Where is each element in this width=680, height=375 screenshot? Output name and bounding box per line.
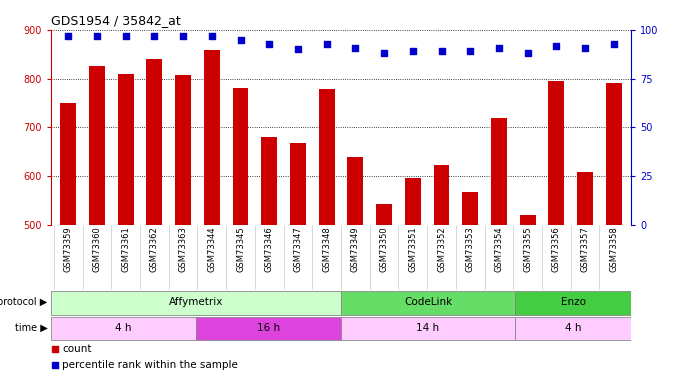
Point [407, 48, 418, 54]
Point [235, 37, 246, 43]
Text: GSM73350: GSM73350 [379, 226, 388, 272]
Text: protocol ▶: protocol ▶ [0, 297, 48, 307]
Bar [290, 143, 306, 225]
Bar [515, 291, 631, 315]
Text: GSM73345: GSM73345 [236, 226, 245, 272]
Point [292, 46, 303, 53]
Point [177, 33, 188, 39]
Text: GSM73351: GSM73351 [408, 226, 418, 272]
Text: 4 h: 4 h [565, 323, 581, 333]
Text: GSM73347: GSM73347 [294, 226, 303, 272]
Bar [319, 89, 335, 225]
Text: GSM73358: GSM73358 [609, 226, 618, 272]
Text: GDS1954 / 35842_at: GDS1954 / 35842_at [51, 15, 181, 27]
Bar [606, 82, 622, 225]
Bar [376, 204, 392, 225]
Text: GSM73354: GSM73354 [494, 226, 503, 272]
Text: GSM73352: GSM73352 [437, 226, 446, 272]
Point [609, 40, 619, 46]
Point [258, 137, 269, 143]
Point [92, 33, 103, 39]
Bar [175, 75, 191, 225]
Text: GSM73349: GSM73349 [351, 226, 360, 272]
Text: GSM73353: GSM73353 [466, 226, 475, 272]
Text: 16 h: 16 h [257, 323, 280, 333]
Bar [61, 103, 76, 225]
Text: GSM73346: GSM73346 [265, 226, 274, 272]
Text: time ▶: time ▶ [15, 323, 48, 333]
Point [264, 40, 275, 46]
Point [350, 45, 361, 51]
Point [258, 282, 269, 288]
Point [63, 33, 73, 39]
Point [321, 40, 332, 46]
Text: GSM73357: GSM73357 [581, 226, 590, 272]
Bar [146, 59, 163, 225]
Text: Affymetrix: Affymetrix [169, 297, 223, 307]
Text: GSM73360: GSM73360 [92, 226, 101, 272]
Bar [520, 215, 536, 225]
Bar [204, 50, 220, 225]
Text: GSM73363: GSM73363 [179, 226, 188, 273]
Bar [196, 317, 341, 340]
Bar [577, 172, 593, 225]
Point [551, 43, 562, 49]
Text: Enzo: Enzo [560, 297, 585, 307]
Text: CodeLink: CodeLink [404, 297, 452, 307]
Bar [51, 317, 196, 340]
Text: GSM73348: GSM73348 [322, 226, 331, 272]
Bar [434, 165, 449, 225]
Point [379, 50, 390, 56]
Text: GSM73344: GSM73344 [207, 226, 216, 272]
Point [579, 45, 590, 51]
Text: count: count [62, 344, 92, 354]
Bar [491, 118, 507, 225]
Point [120, 33, 131, 39]
Text: GSM73362: GSM73362 [150, 226, 159, 272]
Text: GSM73361: GSM73361 [121, 226, 130, 272]
Point [206, 33, 217, 39]
Text: GSM73359: GSM73359 [64, 226, 73, 272]
Bar [341, 317, 515, 340]
Text: 4 h: 4 h [115, 323, 132, 333]
Bar [515, 317, 631, 340]
Point [465, 48, 476, 54]
Text: GSM73356: GSM73356 [552, 226, 561, 272]
Bar [118, 74, 133, 225]
Text: 14 h: 14 h [416, 323, 439, 333]
Bar [549, 81, 564, 225]
Bar [233, 88, 248, 225]
Point [436, 48, 447, 54]
Bar [405, 178, 421, 225]
Text: percentile rank within the sample: percentile rank within the sample [62, 360, 238, 370]
Bar [51, 291, 341, 315]
Point [149, 33, 160, 39]
Bar [89, 66, 105, 225]
Bar [341, 291, 515, 315]
Bar [347, 158, 363, 225]
Text: GSM73355: GSM73355 [523, 226, 532, 272]
Bar [261, 137, 277, 225]
Point [494, 45, 505, 51]
Bar [462, 192, 478, 225]
Point [522, 50, 533, 56]
